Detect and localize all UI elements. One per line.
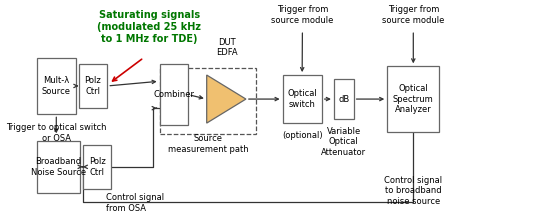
FancyBboxPatch shape xyxy=(283,75,322,123)
FancyBboxPatch shape xyxy=(82,145,112,189)
Text: Broadband
Noise Source: Broadband Noise Source xyxy=(31,157,86,176)
Text: Control signal
to broadband
noise source: Control signal to broadband noise source xyxy=(384,176,442,206)
Polygon shape xyxy=(207,75,246,123)
Text: Polz
Ctrl: Polz Ctrl xyxy=(85,76,101,96)
FancyBboxPatch shape xyxy=(334,79,354,119)
Text: Control signal
from OSA: Control signal from OSA xyxy=(106,193,164,213)
Text: Polz
Ctrl: Polz Ctrl xyxy=(89,157,106,176)
Text: Source
measurement path: Source measurement path xyxy=(168,134,249,154)
FancyBboxPatch shape xyxy=(37,58,76,114)
Text: Variable
Optical
Attenuator: Variable Optical Attenuator xyxy=(321,127,366,157)
Text: Trigger to optical switch
or OSA: Trigger to optical switch or OSA xyxy=(6,123,107,143)
FancyBboxPatch shape xyxy=(160,64,189,125)
FancyBboxPatch shape xyxy=(79,64,107,108)
Text: Trigger from
source module: Trigger from source module xyxy=(382,5,444,25)
Text: Saturating signals
(modulated 25 kHz
to 1 MHz for TDE): Saturating signals (modulated 25 kHz to … xyxy=(97,10,201,44)
FancyBboxPatch shape xyxy=(37,141,80,193)
Text: Combiner: Combiner xyxy=(153,90,195,99)
Text: Trigger from
source module: Trigger from source module xyxy=(271,5,334,25)
Text: dB: dB xyxy=(338,95,349,104)
Text: (optional): (optional) xyxy=(282,131,323,140)
FancyBboxPatch shape xyxy=(387,66,439,132)
Text: Mult-λ
Source: Mult-λ Source xyxy=(42,76,71,96)
Text: Optical
Spectrum
Analyzer: Optical Spectrum Analyzer xyxy=(393,84,434,114)
Text: Optical
switch: Optical switch xyxy=(287,89,317,109)
Text: DUT
EDFA: DUT EDFA xyxy=(216,38,238,57)
